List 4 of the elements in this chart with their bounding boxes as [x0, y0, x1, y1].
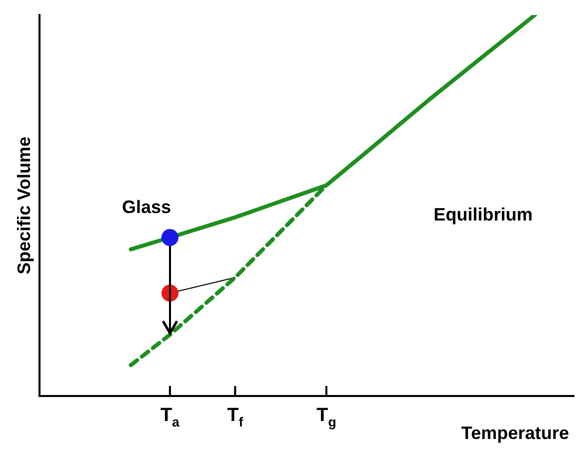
annotation: Glass: [122, 197, 172, 218]
annotation: Equilibrium: [434, 204, 533, 225]
y-axis-title: Specific Volume: [14, 136, 34, 274]
x-axis-title: Temperature: [461, 423, 569, 443]
